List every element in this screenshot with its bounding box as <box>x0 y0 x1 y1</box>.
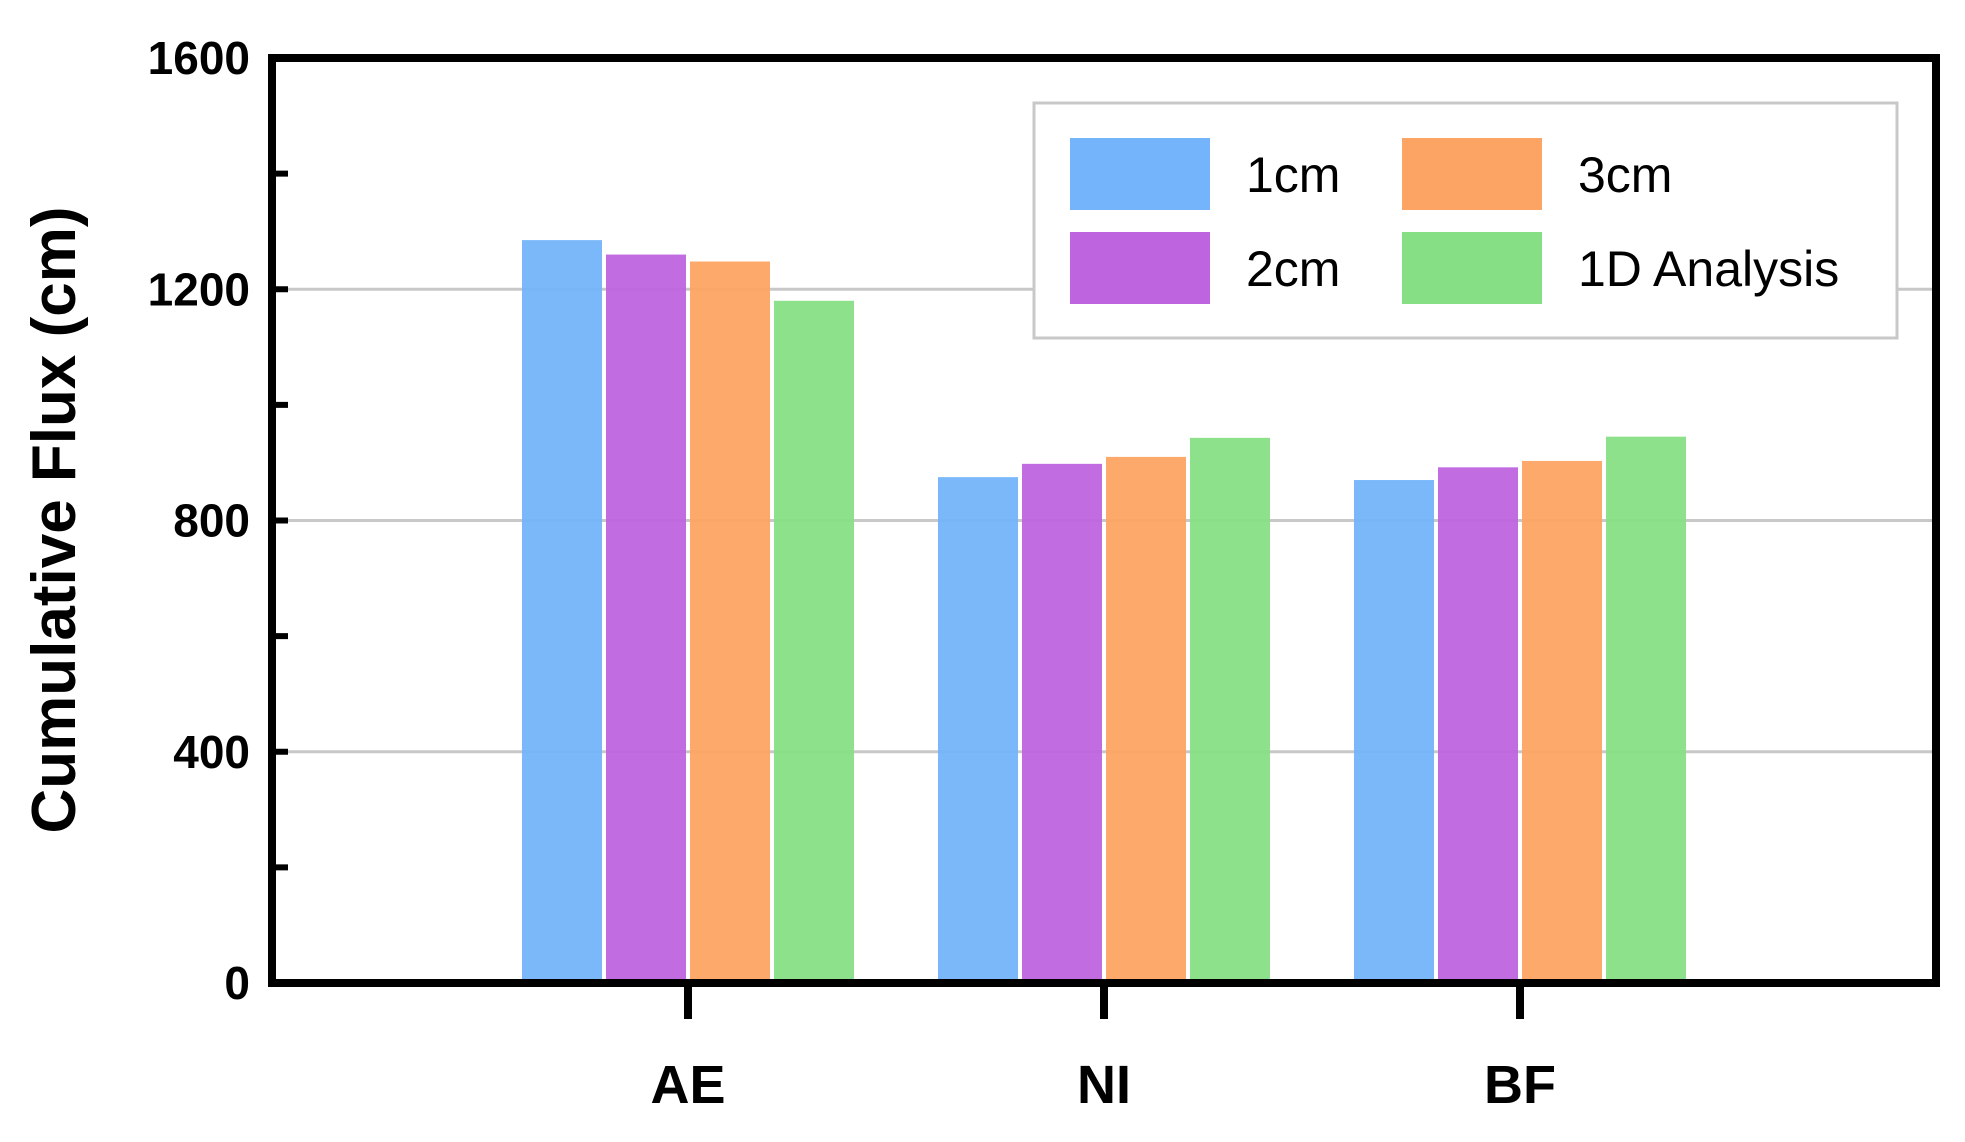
bar-ni-2cm <box>1022 463 1102 983</box>
legend: 1cm 2cm 3cm 1D Analysis <box>1032 101 1899 340</box>
bar-bf-1cm <box>1354 480 1434 983</box>
bar-bf-3cm <box>1522 460 1602 983</box>
x-tick-label: AE <box>650 1055 725 1115</box>
bars <box>522 240 1686 983</box>
bar-ae-1cm <box>522 240 602 983</box>
gridlines <box>272 287 1936 754</box>
legend-label: 3cm <box>1578 147 1672 203</box>
bar-bf-2cm <box>1438 467 1518 983</box>
legend-swatch-3cm <box>1402 138 1542 210</box>
y-tick-label: 800 <box>173 495 250 547</box>
y-tick-label: 1600 <box>148 32 250 84</box>
y-tick-label: 0 <box>224 957 250 1009</box>
legend-swatch-1cm <box>1070 138 1210 210</box>
y-tick-label: 400 <box>173 726 250 778</box>
legend-label: 1D Analysis <box>1578 241 1839 297</box>
x-axis-ticks: AE NI BF <box>650 983 1556 1115</box>
y-axis-ticks: 0 400 800 1200 1600 <box>148 32 288 1009</box>
legend-swatch-2cm <box>1070 232 1210 304</box>
bar-ni-1cm <box>938 477 1018 983</box>
bar-bf-1d-analysis <box>1606 436 1686 983</box>
legend-label: 2cm <box>1246 241 1340 297</box>
bar-ae-1d-analysis <box>774 300 854 983</box>
x-tick-label: BF <box>1484 1055 1556 1115</box>
legend-label: 1cm <box>1246 147 1340 203</box>
y-tick-label: 1200 <box>148 263 250 315</box>
y-axis-title: Cumulative Flux (cm) <box>20 207 89 834</box>
bar-ni-3cm <box>1106 456 1186 983</box>
legend-swatch-1d-analysis <box>1402 232 1542 304</box>
bar-ni-1d-analysis <box>1190 437 1270 983</box>
bar-ae-2cm <box>606 254 686 983</box>
bar-ae-3cm <box>690 261 770 983</box>
x-tick-label: NI <box>1077 1055 1131 1115</box>
